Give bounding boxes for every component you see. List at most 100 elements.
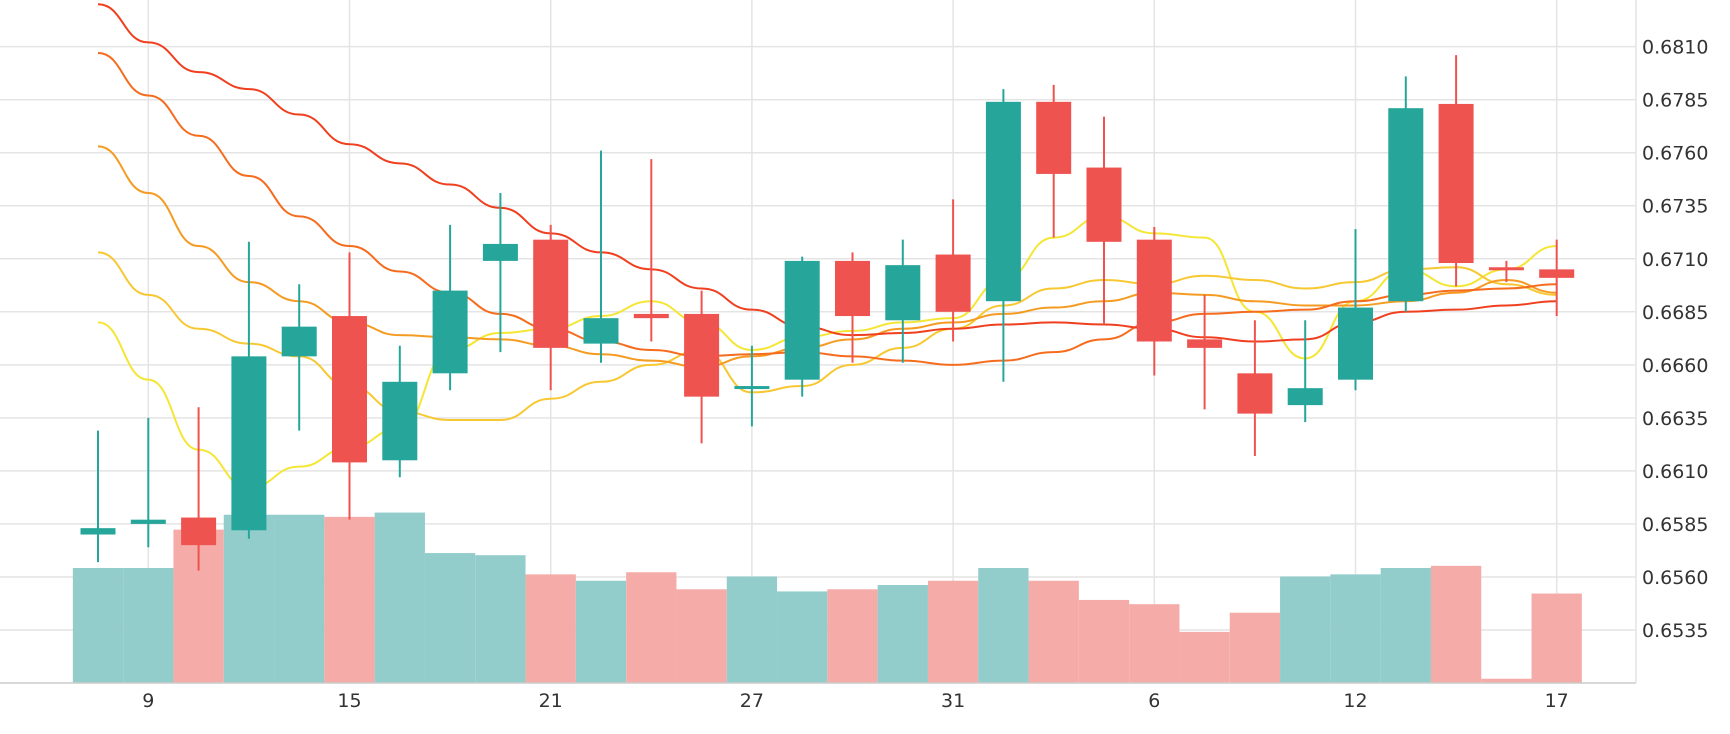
candle-body (885, 265, 921, 321)
candle-body (332, 316, 367, 463)
candle (533, 224, 569, 391)
candle (1338, 229, 1373, 391)
y-tick-label: 0.6735 (1642, 196, 1708, 218)
x-tick-label: 31 (941, 690, 965, 712)
candle-body (633, 313, 669, 319)
candle-body (1136, 239, 1172, 342)
volume-bar (676, 589, 727, 683)
y-tick-label: 0.6610 (1642, 461, 1708, 483)
candle-body (1187, 339, 1223, 348)
volume-bar (223, 514, 275, 683)
candle (1187, 294, 1223, 410)
x-tick-label: 27 (740, 690, 764, 712)
candle-body (985, 101, 1021, 302)
volume-bar (475, 555, 526, 683)
moving-averages (97, 3, 1557, 489)
volume-bar (1330, 574, 1381, 683)
volume-bar (1380, 567, 1431, 683)
candle (332, 252, 367, 520)
candle (181, 407, 217, 571)
x-tick-label: 17 (1545, 690, 1569, 712)
x-tick-label: 15 (337, 690, 361, 712)
candle (935, 199, 971, 342)
candle-body (1338, 307, 1373, 380)
candle (1438, 55, 1474, 287)
candle-body (1539, 269, 1575, 278)
candle (835, 252, 870, 363)
candle (382, 345, 418, 478)
candle-body (734, 386, 770, 390)
volume-bar (927, 580, 979, 683)
volume-bar (827, 589, 878, 683)
volume-bar (123, 567, 174, 683)
volume-bar (324, 516, 375, 683)
candle-body (935, 254, 971, 312)
candle-body (1086, 167, 1122, 242)
candle (482, 193, 518, 353)
volume-bar (1430, 565, 1482, 683)
candle (1086, 116, 1122, 325)
y-tick-label: 0.6585 (1642, 514, 1708, 536)
volume-bars (72, 512, 1582, 683)
x-tick-label: 21 (539, 690, 563, 712)
moving-average-line (97, 215, 1557, 489)
candle-body (181, 517, 217, 546)
candle-body (382, 381, 418, 461)
volume-bar (1129, 604, 1180, 683)
candle (1539, 239, 1575, 317)
volume-bar (1028, 580, 1079, 683)
candle-body (684, 313, 720, 397)
candle (1136, 226, 1172, 376)
y-tick-label: 0.6685 (1642, 302, 1708, 324)
y-tick-label: 0.6760 (1642, 143, 1708, 165)
candle (784, 256, 820, 397)
candle-body (583, 318, 619, 344)
candle-body (482, 243, 518, 261)
candle (885, 239, 921, 363)
y-tick-label: 0.6560 (1642, 567, 1708, 589)
candle-body (432, 290, 468, 374)
volume-bar (575, 580, 627, 683)
volume-bar (72, 567, 124, 683)
candle (281, 284, 317, 431)
candle (231, 241, 267, 539)
volume-bar (1229, 612, 1281, 683)
candle (985, 89, 1021, 382)
candle (130, 417, 166, 548)
candle-body (231, 356, 267, 531)
candle-body (130, 519, 166, 524)
y-tick-label: 0.6635 (1642, 408, 1708, 430)
candle (1036, 84, 1072, 238)
candle-body (533, 239, 569, 348)
volume-bar (525, 574, 576, 683)
candle-body (835, 260, 870, 317)
y-tick-label: 0.6785 (1642, 90, 1708, 112)
candle-body (1287, 388, 1323, 406)
volume-bar (626, 572, 677, 683)
candle (1388, 76, 1424, 312)
volume-bar (274, 514, 325, 683)
y-tick-label: 0.6660 (1642, 355, 1708, 377)
y-tick-label: 0.6535 (1642, 620, 1708, 642)
moving-average-line (97, 251, 1557, 421)
candle (1237, 320, 1273, 457)
volume-bar (1481, 678, 1532, 683)
candle (734, 345, 770, 427)
candles (80, 55, 1575, 571)
moving-average-line (97, 3, 1557, 343)
candle-body (281, 326, 317, 357)
volume-bar (374, 512, 425, 683)
axes: 0.6535 0.6560 0.6585 0.6610 0.6635 0.6660 0.66… (0, 0, 1708, 712)
candle-body (784, 260, 820, 380)
y-tick-label: 0.6810 (1642, 37, 1708, 59)
candle (583, 150, 619, 363)
candle (684, 290, 720, 444)
x-tick-label: 6 (1148, 690, 1160, 712)
volume-bar (1531, 593, 1582, 683)
candle (1287, 320, 1323, 423)
candle-body (80, 528, 116, 535)
x-tick-label: 9 (142, 690, 154, 712)
candle-body (1036, 101, 1072, 174)
